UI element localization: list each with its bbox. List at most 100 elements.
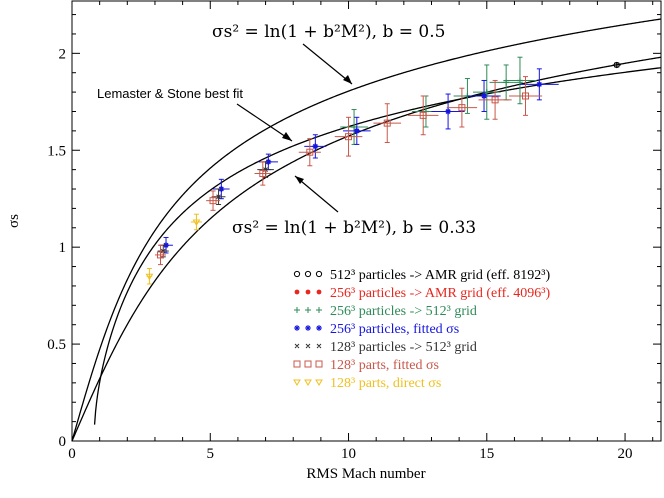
data-point-series-6 [190,213,202,231]
data-point-series-3 [159,236,173,254]
data-point-series-3 [213,178,230,200]
annotation-b05-arrowhead [343,75,352,84]
marker-star [218,186,225,193]
marker-square [209,197,217,205]
y-tick-label: 0 [59,434,67,450]
data-point-series-2 [340,109,368,145]
marker-cross [216,194,221,200]
curve-b-0-5 [71,18,662,442]
data-point-series-5 [206,190,220,211]
legend-entry-128-direct: 128³ parts, direct σs [293,376,441,391]
y-tick-labels: 0 0.5 1 1.5 2 [47,46,66,450]
marker-star [265,158,272,165]
data-point-series-5 [334,116,363,157]
marker-square [306,148,314,156]
marker-square [458,104,466,112]
annotation-b033-arrowhead [295,176,304,184]
legend-marker-plus [294,307,322,313]
marker-star [312,143,319,150]
marker-triangle [192,219,201,226]
data-point-series-0 [612,61,621,69]
data-point-series-3 [519,68,559,101]
data-point-series-3 [342,116,371,145]
legend-label-128-512: 128³ particles -> 512³ grid [330,340,477,355]
marker-star [481,92,488,99]
data-point-series-5 [373,103,402,143]
legend: 512³ particles -> AMR grid (eff. 8192³) … [293,268,550,391]
legend-label-512-amr: 512³ particles -> AMR grid (eff. 8192³) [330,268,550,283]
data-point-series-3 [304,134,327,159]
data-point-series-5 [154,244,167,266]
data-point-series-3 [431,93,465,130]
marker-circle [613,61,620,69]
annotation-b033: σs² = ln(1 + b²M²), b = 0.33 [232,218,476,238]
legend-marker-square [293,360,323,368]
data-point-series-3 [467,79,501,112]
marker-star [445,108,452,115]
annotation-lemaster-arrowhead [282,132,292,141]
data-point-series-2 [472,64,501,120]
x-tick-label: 5 [207,446,215,462]
legend-entry-256-fitted: 256³ particles, fitted σs [294,322,459,337]
data-point-series-5 [446,87,478,128]
data-point-series-6 [145,267,154,285]
marker-square [259,170,267,178]
data-point-series-5 [298,138,321,167]
y-tick-label: 1.5 [47,143,66,159]
marker-square [345,133,353,141]
legend-label-256-512: 256³ particles -> 512³ grid [330,304,477,319]
legend-entry-128-fitted: 128³ parts, fitted σs [293,358,439,373]
data-point-series-5 [254,161,272,186]
curve-lemaster-stone-best-fit [93,67,662,425]
legend-entry-256-amr: 256³ particles -> AMR grid (eff. 4096³) [294,286,550,301]
x-tick-label: 20 [618,446,633,462]
curve-b-0-33 [71,56,662,442]
data-point-series-2 [503,56,537,105]
marker-square [383,119,391,127]
data-point-series-2 [489,64,523,101]
legend-label-256-amr: 256³ particles -> AMR grid (eff. 4096³) [330,286,550,301]
annotation-b033-arrow [294,175,339,213]
annotation-lemaster: Lemaster & Stone best fit [97,86,243,101]
legend-entry-512-amr: 512³ particles -> AMR grid (eff. 8192³) [293,268,550,283]
marker-star [353,127,360,134]
marker-star [163,242,170,249]
marker-square [522,92,530,100]
marker-plus [351,123,358,130]
x-axis-label: RMS Mach number [306,466,425,482]
annotation-lemaster-arrow [236,103,293,142]
x-tick-label: 0 [68,446,76,462]
plot-frame [71,0,662,442]
legend-entry-256-512: 256³ particles -> 512³ grid [294,304,477,319]
annotation-b05-arrow [302,43,353,85]
model-curves [71,18,662,442]
data-point-series-5 [407,95,439,136]
marker-square [419,111,427,119]
x-tick-labels: 0 5 10 15 20 [68,446,632,462]
y-tick-label: 0.5 [47,337,66,353]
annotation-b05: σs² = ln(1 + b²M²), b = 0.5 [212,22,445,42]
x-tick-label: 10 [341,446,356,462]
y-tick-label: 2 [59,46,67,62]
marker-plus [483,89,490,96]
legend-marker-triangle [293,379,323,386]
marker-square [491,96,499,104]
y-tick-label: 1 [59,240,67,256]
legend-label-128-fitted: 128³ parts, fitted σs [330,358,439,373]
legend-marker-star [294,325,322,331]
legend-entry-128-512: 128³ particles -> 512³ grid [294,340,477,355]
data-point-series-5 [478,79,512,120]
x-tick-label: 15 [479,446,494,462]
legend-marker-cross [294,343,322,349]
data-point-series-5 [508,76,543,116]
legend-label-256-fitted: 256³ particles, fitted σs [330,322,459,337]
y-axis-label: σs [6,214,22,228]
data-point-series-4 [211,188,226,206]
legend-marker-circle [293,270,323,278]
legend-marker-dot [294,289,322,295]
legend-label-128-direct: 128³ parts, direct σs [330,376,441,391]
marker-plus [516,77,523,84]
data-points [145,56,621,285]
marker-triangle [145,273,154,281]
